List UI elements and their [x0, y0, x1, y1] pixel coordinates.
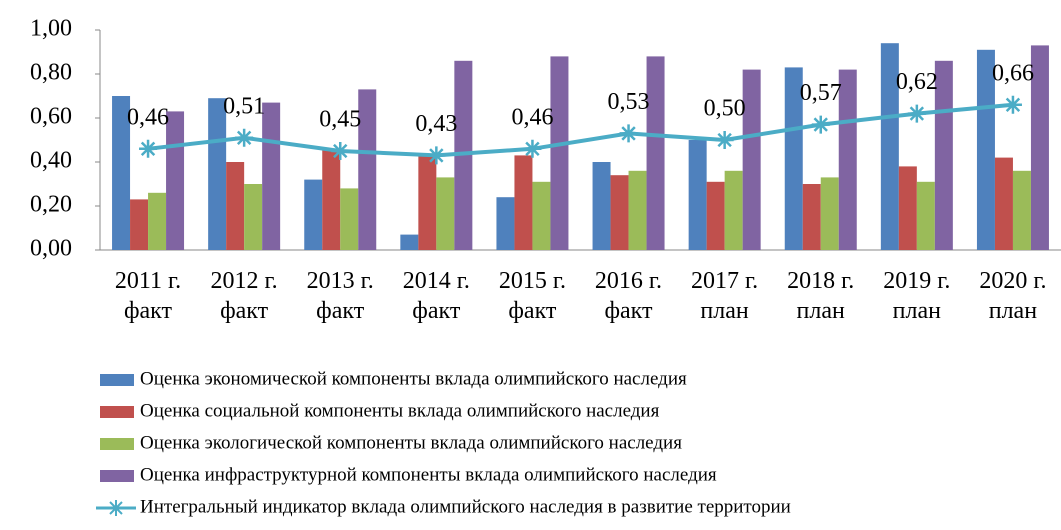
- bar: [532, 181, 551, 250]
- marker: [619, 124, 638, 143]
- bar: [496, 197, 515, 250]
- bar: [244, 184, 263, 250]
- marker: [811, 115, 830, 134]
- data-label: 0,51: [223, 93, 265, 119]
- bar: [610, 175, 629, 250]
- bar: [916, 181, 935, 250]
- data-label: 0,46: [127, 104, 169, 130]
- data-label: 0,50: [704, 96, 746, 122]
- legend-label: Оценка экологической компоненты вклада о…: [140, 432, 682, 453]
- marker: [1003, 95, 1022, 114]
- legend-swatch: [108, 500, 124, 516]
- data-label: 0,57: [800, 80, 842, 106]
- bar: [742, 69, 761, 250]
- x-tick-label: 2019 г. план: [883, 268, 951, 324]
- x-tick-label: 2014 г. факт: [402, 268, 470, 324]
- legend-swatch: [100, 406, 134, 418]
- bar: [148, 192, 167, 250]
- bar: [550, 56, 569, 251]
- legend-swatch: [100, 438, 134, 450]
- bar: [1030, 45, 1049, 251]
- y-tick-label: 0,00: [30, 236, 72, 262]
- marker: [907, 104, 926, 123]
- marker: [139, 139, 158, 158]
- bar: [226, 162, 245, 250]
- legend-label: Оценка социальной компоненты вклада олим…: [140, 400, 660, 421]
- bar: [646, 56, 665, 251]
- x-tick-label: 2013 г. факт: [306, 268, 374, 324]
- bar: [898, 166, 917, 250]
- bar: [592, 162, 611, 250]
- y-tick-label: 0,20: [30, 192, 72, 218]
- bar: [784, 67, 803, 251]
- x-tick-label: 2017 г. план: [691, 268, 759, 324]
- marker: [235, 128, 254, 147]
- bar: [340, 188, 359, 250]
- data-label: 0,43: [415, 111, 457, 137]
- marker: [427, 146, 446, 165]
- y-tick-label: 0,40: [30, 148, 72, 174]
- bar: [436, 177, 455, 250]
- bar: [400, 234, 419, 250]
- bar: [130, 199, 149, 250]
- bar: [262, 102, 281, 250]
- legend-label: Оценка инфраструктурной компоненты вклад…: [140, 464, 717, 485]
- bar: [322, 148, 341, 250]
- bar: [418, 155, 437, 250]
- bar: [628, 170, 647, 250]
- y-tick-label: 1,00: [30, 16, 72, 42]
- x-tick-label: 2011 г. факт: [114, 268, 182, 324]
- line: [147, 102, 1014, 158]
- bar: [208, 98, 227, 250]
- bar: [802, 184, 821, 250]
- data-label: 0,53: [608, 89, 650, 115]
- bar: [514, 155, 533, 250]
- data-label: 0,45: [319, 107, 361, 133]
- marker: [523, 139, 542, 158]
- bar: [358, 89, 377, 251]
- x-tick-label: 2018 г. план: [787, 268, 855, 324]
- legend-label: Интегральный индикатор вклада олимпийско…: [140, 496, 791, 517]
- bar: [166, 111, 185, 251]
- x-tick-label: 2016 г. факт: [594, 268, 663, 324]
- bar: [724, 170, 743, 250]
- x-tick-label: 2012 г. факт: [210, 268, 278, 324]
- x-tick-label: 2020 г. план: [979, 268, 1047, 324]
- legend-swatch: [100, 374, 134, 386]
- bar: [880, 43, 899, 251]
- bar: [304, 179, 323, 250]
- bar: [688, 140, 707, 250]
- data-label: 0,46: [511, 104, 553, 130]
- bar: [1012, 170, 1031, 250]
- bar: [994, 157, 1013, 250]
- bar: [838, 69, 857, 250]
- bar: [820, 177, 839, 250]
- bar: [934, 60, 953, 250]
- y-tick-label: 0,80: [30, 60, 72, 86]
- marker: [331, 142, 350, 160]
- legend-label: Оценка экономической компоненты вклада о…: [140, 368, 687, 389]
- x-tick-label: 2015 г. факт: [498, 268, 566, 324]
- y-tick-label: 0,60: [30, 104, 72, 130]
- data-label: 0,66: [992, 60, 1034, 86]
- bar: [112, 96, 131, 250]
- data-label: 0,62: [896, 69, 938, 95]
- marker: [715, 131, 734, 149]
- bar: [706, 181, 725, 250]
- bar: [976, 49, 995, 250]
- legend-swatch: [100, 470, 134, 482]
